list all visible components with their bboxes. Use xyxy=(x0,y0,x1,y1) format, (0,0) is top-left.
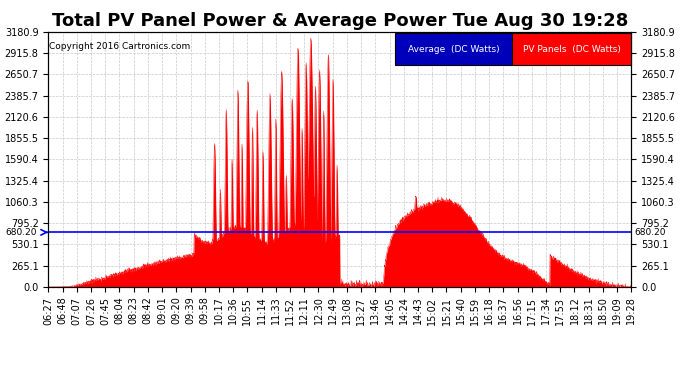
Bar xyxy=(512,33,631,65)
Title: Total PV Panel Power & Average Power Tue Aug 30 19:28: Total PV Panel Power & Average Power Tue… xyxy=(52,12,628,30)
Bar xyxy=(395,33,512,65)
Text: 680.20: 680.20 xyxy=(634,228,666,237)
Text: PV Panels  (DC Watts): PV Panels (DC Watts) xyxy=(522,45,620,54)
Text: Copyright 2016 Cartronics.com: Copyright 2016 Cartronics.com xyxy=(50,42,190,51)
Text: 680.20: 680.20 xyxy=(6,228,37,237)
Text: Average  (DC Watts): Average (DC Watts) xyxy=(408,45,500,54)
